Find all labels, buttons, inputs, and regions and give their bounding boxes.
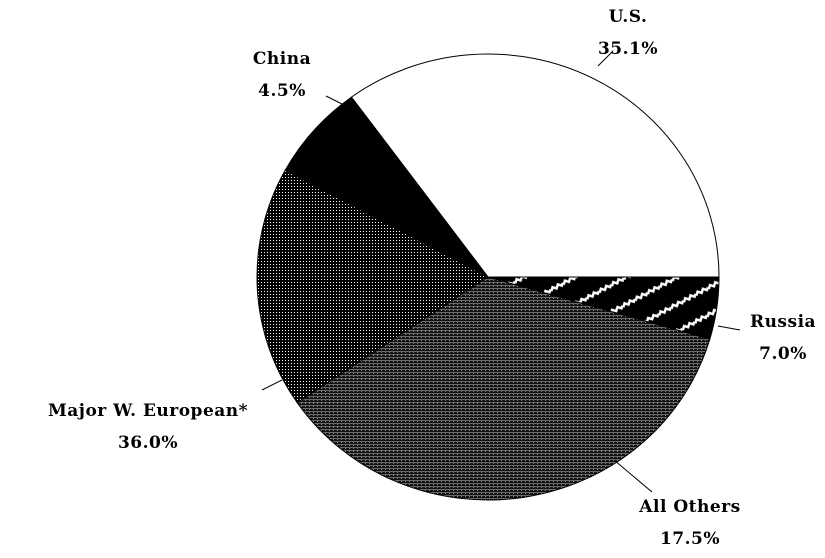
leader-line (717, 325, 741, 331)
slice-value-label: 35.1% (598, 39, 658, 59)
slice-value-label: 36.0% (118, 433, 178, 453)
leader-line (325, 95, 347, 107)
slice-value-label: 7.0% (759, 344, 807, 364)
slice-label: Russia (750, 312, 816, 332)
pie-slice-u-s (350, 53, 720, 278)
pie-slice-china (487, 276, 720, 340)
slice-value-label: 17.5% (660, 529, 720, 549)
slice-label: All Others (638, 497, 740, 517)
leader-line (261, 379, 283, 391)
leader-line (613, 459, 653, 493)
slice-label: Major W. European* (48, 401, 248, 421)
slice-label: China (253, 49, 311, 69)
slice-value-label: 4.5% (258, 81, 306, 101)
slice-label: U.S. (609, 7, 648, 27)
pie-slice-major-w-european (296, 276, 711, 501)
pie-slice-russia (284, 96, 489, 278)
pie-slice-all-others (256, 169, 489, 404)
leader-line (597, 51, 613, 67)
